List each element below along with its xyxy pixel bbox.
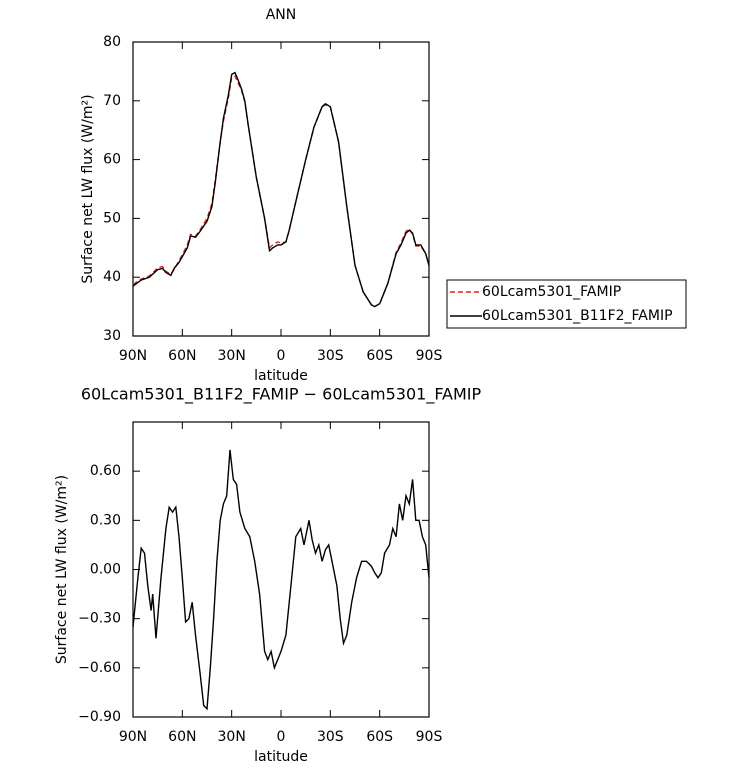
- chart-title: 60Lcam5301_B11F2_FAMIP − 60Lcam5301_FAMI…: [81, 385, 482, 405]
- x-tick-label: 60N: [168, 729, 196, 745]
- y-tick-label: 0.30: [90, 512, 121, 528]
- legend-box: [446, 279, 687, 329]
- data-line: [132, 449, 430, 711]
- y-tick-label: 60: [103, 152, 121, 168]
- x-tick-label: 90S: [416, 729, 443, 745]
- x-axis-label: latitude: [254, 749, 308, 765]
- y-tick-label: 30: [103, 328, 121, 344]
- y-tick-label: −0.60: [78, 660, 121, 676]
- x-tick-label: 0: [277, 348, 286, 364]
- y-tick-label: 50: [103, 210, 121, 226]
- x-axis-label: latitude: [254, 368, 308, 384]
- x-tick-label: 90N: [119, 348, 147, 364]
- y-tick-label: −0.90: [78, 709, 121, 725]
- plot-frame: [132, 421, 430, 718]
- x-tick-label: 30N: [218, 348, 246, 364]
- y-tick-label: −0.30: [78, 611, 121, 627]
- x-tick-label: 90N: [119, 729, 147, 745]
- y-tick-label: 0.60: [90, 463, 121, 479]
- y-tick-label: 70: [103, 93, 121, 109]
- y-tick-label: 40: [103, 269, 121, 285]
- x-tick-label: 0: [277, 729, 286, 745]
- y-axis-label: Surface net LW flux (W/m²): [80, 94, 96, 283]
- legend-label: 60Lcam5301_FAMIP: [482, 284, 621, 300]
- x-tick-label: 60S: [366, 729, 393, 745]
- x-tick-label: 60N: [168, 348, 196, 364]
- chart-title: ANN: [266, 7, 297, 23]
- x-tick-label: 30S: [317, 729, 344, 745]
- y-axis-label: Surface net LW flux (W/m²): [54, 475, 70, 664]
- x-tick-label: 60S: [366, 348, 393, 364]
- y-tick-label: 80: [103, 34, 121, 50]
- x-tick-label: 90S: [416, 348, 443, 364]
- x-tick-label: 30N: [218, 729, 246, 745]
- legend-label: 60Lcam5301_B11F2_FAMIP: [482, 308, 673, 324]
- data-line: [132, 75, 430, 308]
- data-line: [132, 71, 430, 308]
- y-tick-label: 0.00: [90, 562, 121, 578]
- x-tick-label: 30S: [317, 348, 344, 364]
